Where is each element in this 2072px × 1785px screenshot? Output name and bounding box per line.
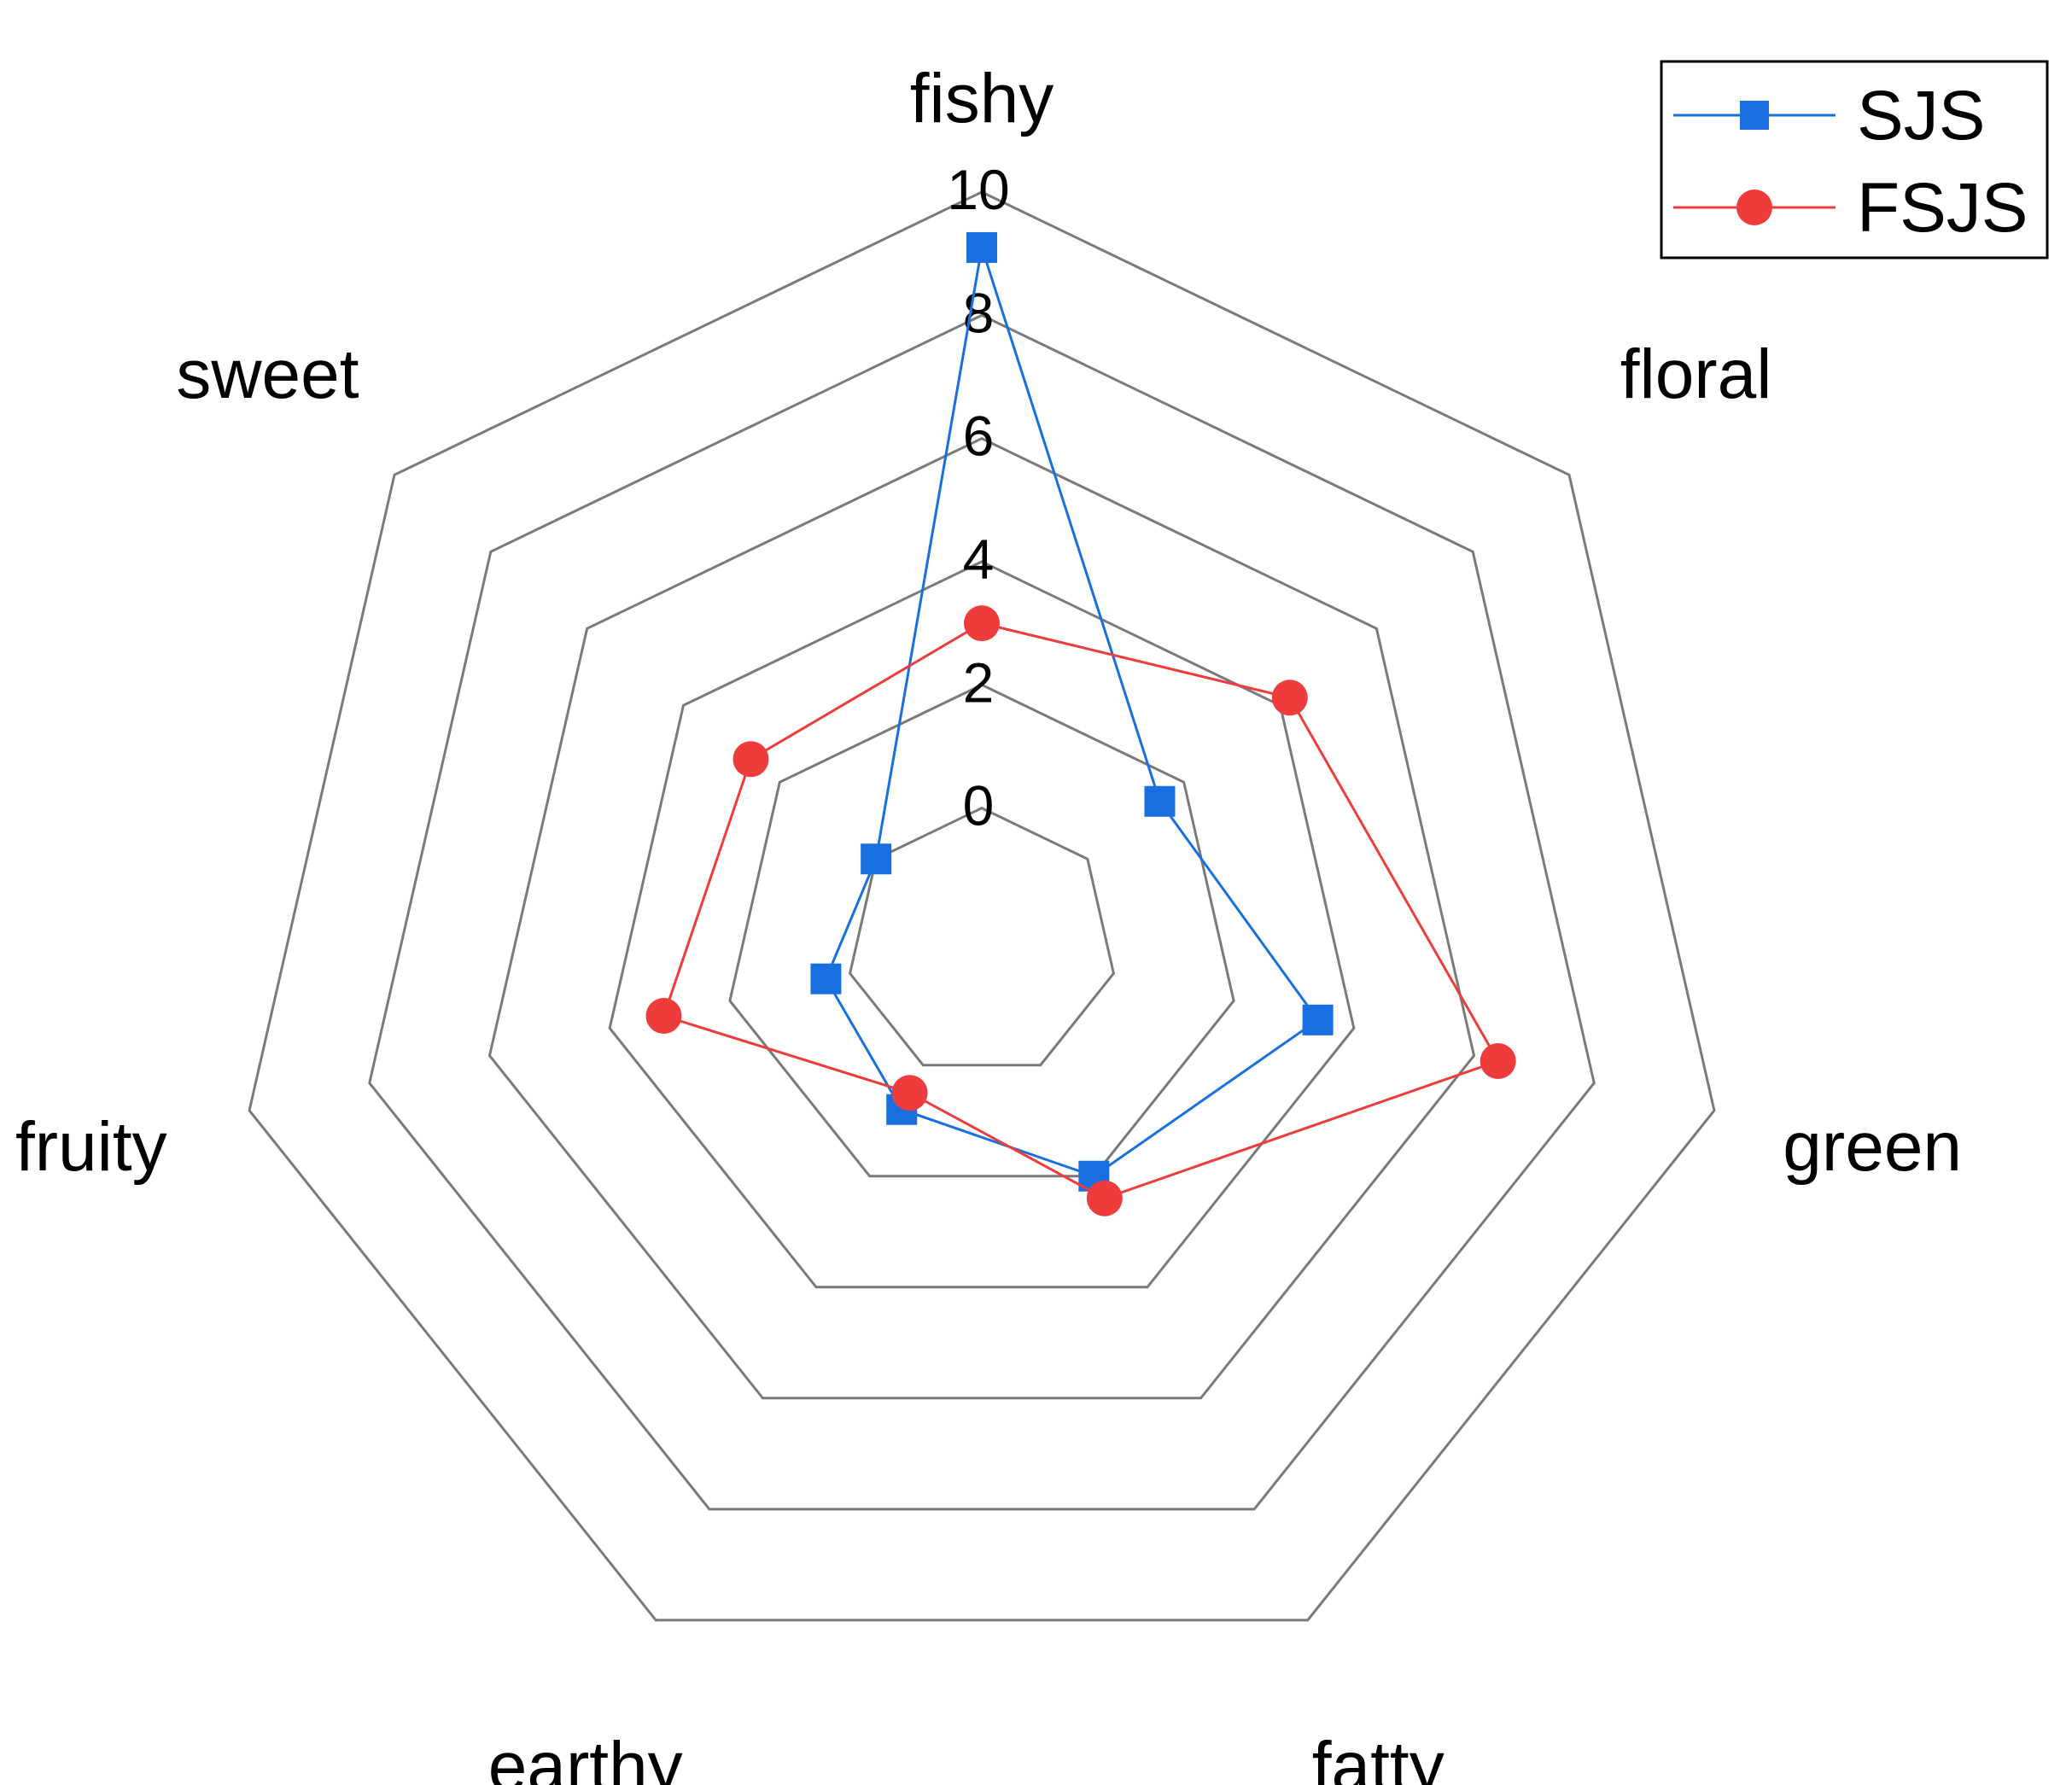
axis-labels: fishy floral green fatty earthy fruity sweet bbox=[15, 60, 1962, 1785]
data-point-fsjs-sweet bbox=[732, 741, 769, 778]
grid-ring-2 bbox=[728, 683, 1235, 1178]
legend-item-fsjs: FSJS bbox=[1673, 169, 2028, 247]
grid-ring-4 bbox=[608, 560, 1356, 1289]
data-series bbox=[645, 231, 1516, 1216]
data-point-sjs-green bbox=[1302, 1004, 1334, 1035]
legend-label-fsjs: FSJS bbox=[1857, 169, 2028, 247]
data-point-fsjs-fruity bbox=[645, 998, 682, 1035]
radar-grid bbox=[248, 190, 1716, 1622]
data-point-sjs-fishy bbox=[966, 231, 997, 263]
legend-label-sjs: SJS bbox=[1857, 77, 1985, 155]
tick-label-10: 10 bbox=[947, 158, 1009, 221]
data-point-sjs-sweet bbox=[861, 843, 892, 875]
grid-ring-8 bbox=[368, 313, 1596, 1511]
data-point-sjs-floral bbox=[1144, 785, 1176, 817]
tick-label-6: 6 bbox=[963, 405, 995, 468]
tick-label-4: 4 bbox=[963, 528, 995, 591]
axis-label-floral: floral bbox=[1620, 335, 1772, 413]
legend: SJS FSJS bbox=[1660, 60, 2049, 260]
tick-label-2: 2 bbox=[963, 650, 995, 714]
series-line-sjs bbox=[824, 247, 1320, 1178]
data-point-fsjs-fatty bbox=[1086, 1180, 1123, 1216]
grid-ring-6 bbox=[487, 436, 1476, 1400]
data-point-fsjs-floral bbox=[1271, 680, 1308, 716]
tick-label-0: 0 bbox=[963, 774, 995, 837]
series-sjs bbox=[810, 231, 1334, 1192]
legend-marker-fsjs bbox=[1736, 190, 1772, 225]
axis-label-fatty: fatty bbox=[1312, 1728, 1445, 1785]
axis-label-sweet: sweet bbox=[176, 335, 359, 413]
axis-label-fishy: fishy bbox=[910, 60, 1054, 137]
axis-label-green: green bbox=[1783, 1108, 1962, 1186]
data-point-fsjs-earthy bbox=[891, 1075, 928, 1111]
series-fsjs bbox=[645, 605, 1516, 1216]
grid-ring-0 bbox=[848, 806, 1116, 1067]
legend-item-sjs: SJS bbox=[1673, 77, 1985, 155]
legend-marker-sjs bbox=[1740, 101, 1769, 130]
legend-box bbox=[1660, 60, 2049, 260]
data-point-fsjs-fishy bbox=[964, 605, 1000, 642]
series-line-fsjs bbox=[662, 621, 1500, 1200]
axis-label-fruity: fruity bbox=[15, 1108, 167, 1186]
grid-ring-10 bbox=[248, 190, 1716, 1622]
axis-label-earthy: earthy bbox=[488, 1728, 683, 1785]
data-point-sjs-fruity bbox=[810, 963, 842, 995]
data-point-fsjs-green bbox=[1480, 1043, 1516, 1080]
